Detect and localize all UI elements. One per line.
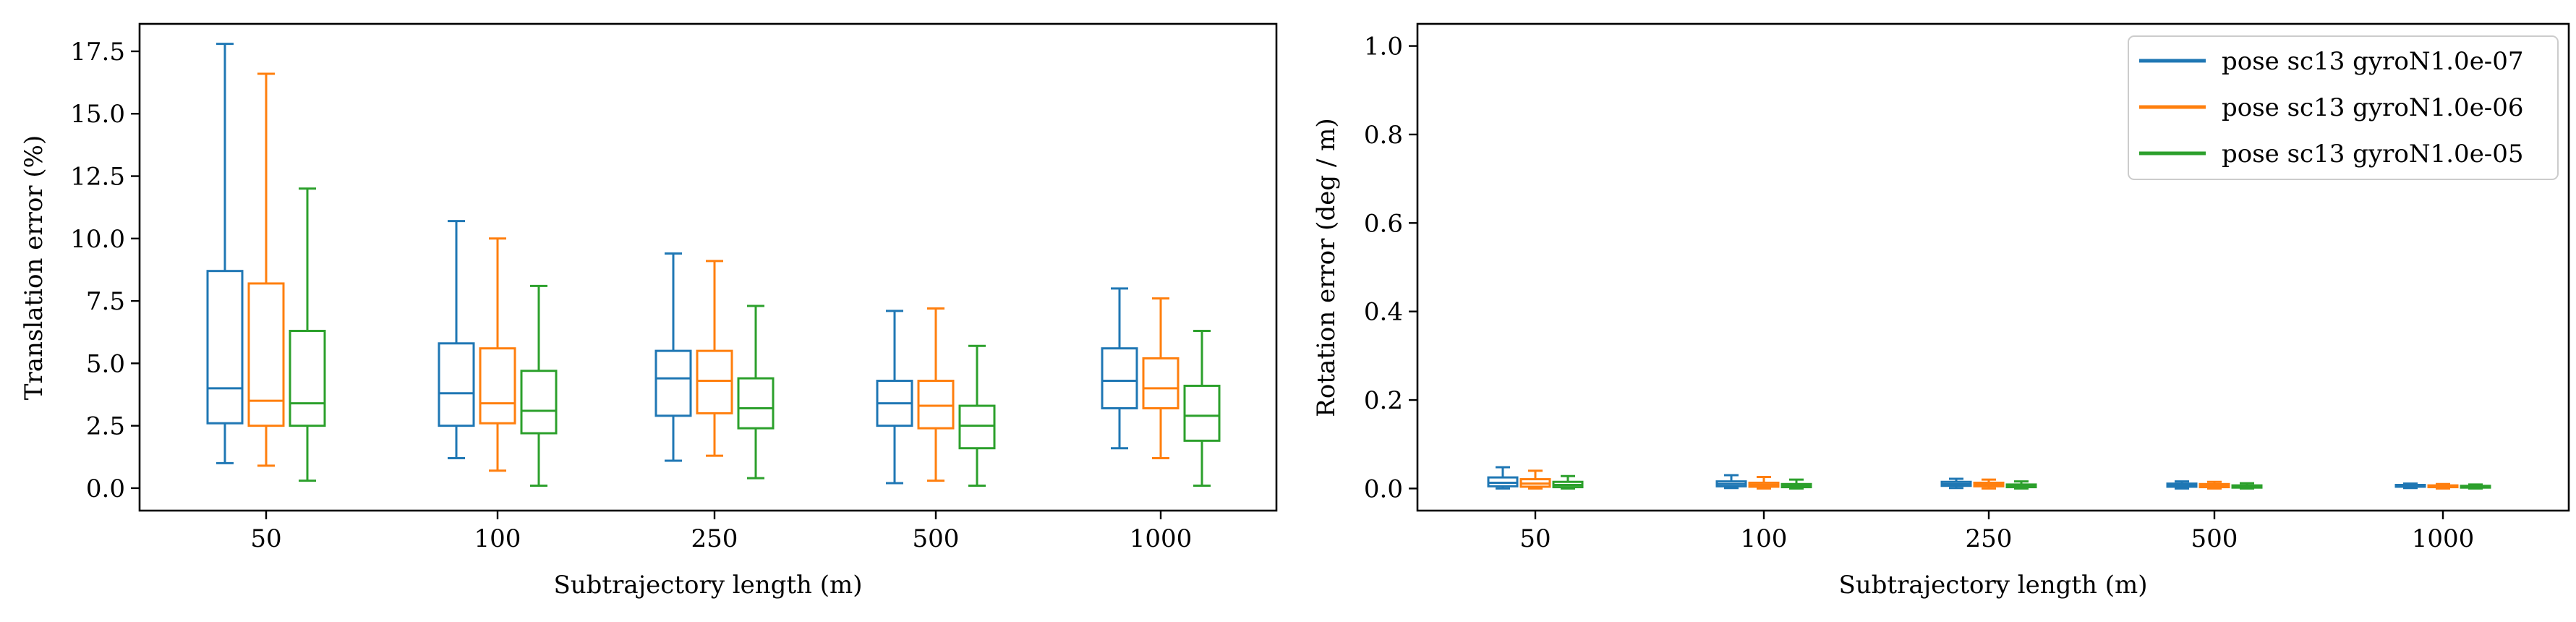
box <box>289 330 326 427</box>
box <box>247 282 285 427</box>
translation-error-chart: 0.0 2.5 5.0 7.5 10.0 12.5 15.0 17.5 50 100 250 500… <box>20 22 1278 600</box>
box-plot <box>1715 474 1747 490</box>
box-plot <box>2005 480 2037 490</box>
box-plot <box>1101 287 1138 450</box>
box-plot <box>206 43 244 464</box>
box <box>696 349 733 414</box>
translation-x-ticks: 50 100 250 500 1000 <box>250 511 1192 553</box>
box-plot <box>1487 466 1519 490</box>
x-tick-label: 50 <box>1519 524 1551 553</box>
box <box>520 370 558 435</box>
translation-box-marks <box>206 43 1221 487</box>
x-tick-label: 50 <box>250 524 281 553</box>
y-tick-label: 0.8 <box>1364 121 1403 150</box>
x-tick-label: 100 <box>474 524 521 553</box>
rotation-x-ticks: 50 100 250 500 1000 <box>1519 511 2474 553</box>
box-plot <box>696 260 733 457</box>
y-tick-label: 2.5 <box>86 412 125 441</box>
y-tick-label: 7.5 <box>86 287 125 316</box>
box-plot <box>479 237 516 472</box>
rotation-box-marks <box>1487 466 2491 490</box>
plot-area-frame <box>1416 22 2570 512</box>
box-plot <box>958 344 996 487</box>
plot-area-frame <box>138 22 1278 512</box>
legend-frame <box>2128 35 2559 180</box>
y-tick-label: 1.0 <box>1364 33 1403 61</box>
y-tick-label: 15.0 <box>70 100 125 129</box>
box-plot <box>2460 483 2491 490</box>
box-plot <box>289 187 326 482</box>
x-tick-label: 100 <box>1741 524 1788 553</box>
rotation-error-chart: 0.0 0.2 0.4 0.6 0.8 1.0 50 100 250 500 1000 Subtr… <box>1312 22 2570 600</box>
legend: pose sc13 gyroN1.0e-07 pose sc13 gyroN1.… <box>2128 35 2559 180</box>
box-plot <box>917 307 955 482</box>
legend-label-series-2: pose sc13 gyroN1.0e-06 <box>2222 93 2524 122</box>
box-plot <box>1142 297 1180 460</box>
box <box>479 347 516 425</box>
y-tick-label: 5.0 <box>86 349 125 378</box>
box-plot <box>1552 474 1584 490</box>
box-plot <box>247 72 285 467</box>
y-tick-label: 17.5 <box>70 38 125 67</box>
x-tick-label: 250 <box>691 524 738 553</box>
box-plot <box>737 304 775 480</box>
y-tick-label: 0.0 <box>1364 474 1403 503</box>
box-plot <box>1519 469 1551 490</box>
y-tick-label: 10.0 <box>70 225 125 254</box>
box <box>1142 357 1180 409</box>
y-tick-label: 0.6 <box>1364 209 1403 238</box>
x-axis-label: Subtrajectory length (m) <box>553 571 862 600</box>
box-plot <box>1940 477 1972 490</box>
box <box>654 349 692 417</box>
box-plot <box>1973 478 2005 490</box>
box-plot <box>438 220 475 460</box>
box <box>1101 347 1138 409</box>
x-axis-label: Subtrajectory length (m) <box>1838 571 2147 600</box>
box <box>737 377 775 430</box>
rotation-y-ticks: 0.0 0.2 0.4 0.6 0.8 1.0 <box>1364 33 1417 503</box>
x-tick-label: 250 <box>1966 524 2013 553</box>
box-plot <box>2394 482 2426 490</box>
y-axis-label: Translation error (%) <box>20 135 48 400</box>
y-tick-label: 0.2 <box>1364 386 1403 415</box>
x-tick-label: 1000 <box>1130 524 1193 553</box>
box-plot <box>2166 480 2198 490</box>
y-axis-label: Rotation error (deg / m) <box>1312 118 1341 417</box>
translation-y-ticks: 0.0 2.5 5.0 7.5 10.0 12.5 15.0 17.5 <box>70 38 140 503</box>
box-plot <box>2231 482 2263 490</box>
box-plot <box>2198 480 2230 490</box>
y-tick-label: 0.0 <box>86 474 125 503</box>
box-plot <box>1780 478 1812 490</box>
legend-label-series-1: pose sc13 gyroN1.0e-07 <box>2222 47 2524 76</box>
box-plot <box>520 284 558 487</box>
y-tick-label: 0.4 <box>1364 298 1403 327</box>
y-tick-label: 12.5 <box>70 163 125 192</box>
x-tick-label: 1000 <box>2412 524 2475 553</box>
box-plot <box>1748 476 1780 490</box>
box <box>438 342 475 427</box>
box <box>206 270 244 425</box>
box-plot <box>654 252 692 462</box>
box <box>917 380 955 430</box>
x-tick-label: 500 <box>913 524 960 553</box>
box <box>958 404 996 450</box>
box <box>1183 384 1221 442</box>
box-plot <box>1183 330 1221 487</box>
box-plot <box>876 310 913 485</box>
box-plot <box>2427 482 2459 490</box>
x-tick-label: 500 <box>2191 524 2238 553</box>
legend-label-series-3: pose sc13 gyroN1.0e-05 <box>2222 140 2524 169</box>
